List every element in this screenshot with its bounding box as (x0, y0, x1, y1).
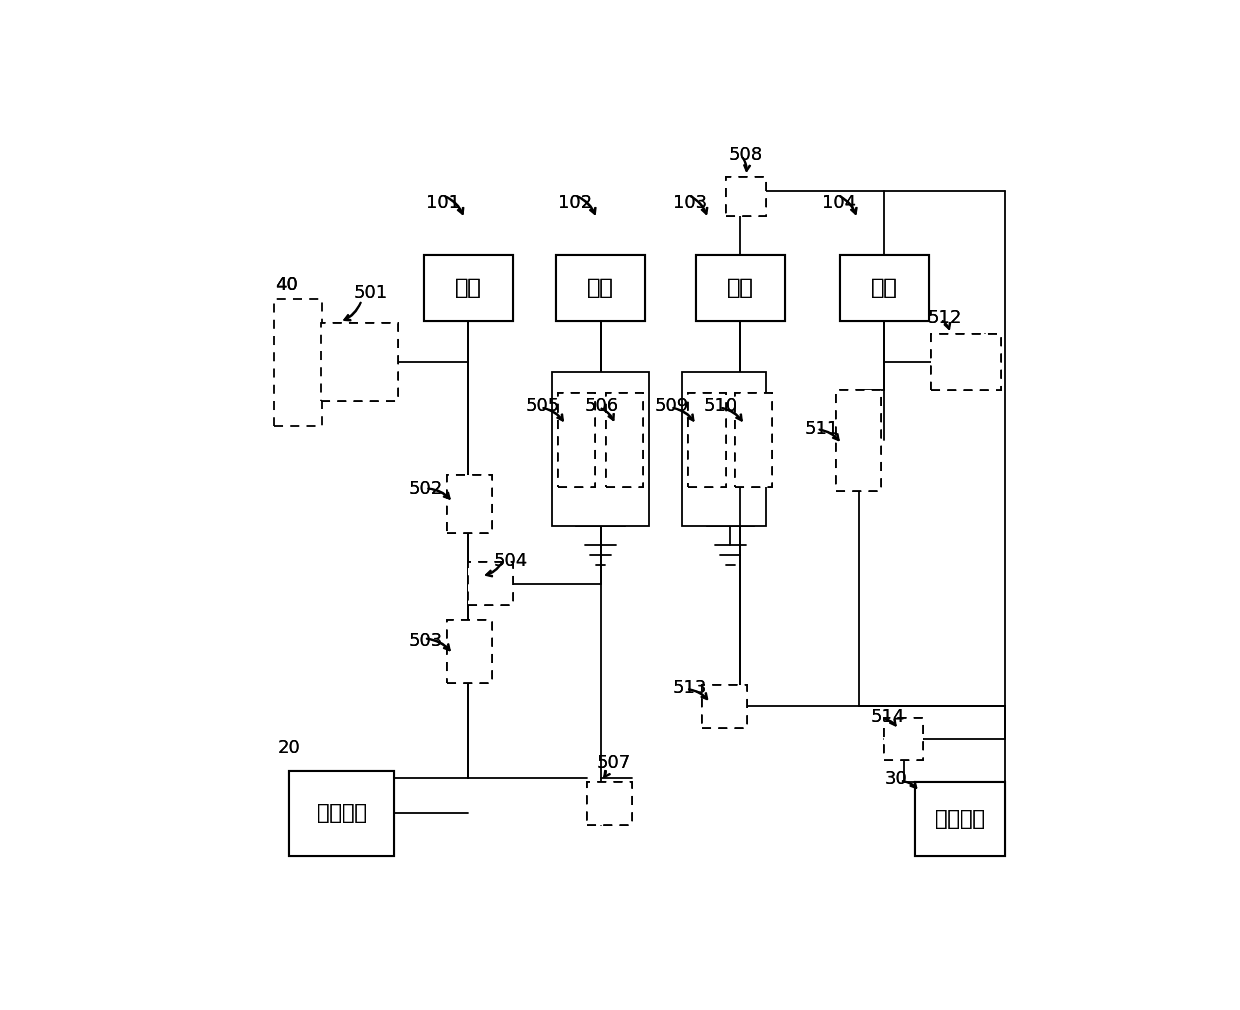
Bar (424, 256, 513, 321)
Bar (696, 256, 785, 321)
Text: 40: 40 (274, 276, 298, 294)
Text: 103: 103 (673, 194, 707, 212)
Bar (915, 782, 1004, 856)
Text: 506: 506 (585, 397, 619, 414)
Text: 502: 502 (408, 481, 443, 499)
Bar (448, 475, 492, 533)
Text: 弹脚: 弹脚 (455, 279, 481, 298)
Text: 509: 509 (655, 397, 689, 414)
Bar (552, 372, 649, 525)
Text: 505: 505 (525, 397, 559, 414)
Text: 508: 508 (729, 146, 763, 164)
Text: 504: 504 (494, 552, 528, 570)
Text: 103: 103 (673, 194, 707, 212)
Text: 506: 506 (585, 397, 619, 414)
Bar (320, 323, 398, 401)
Text: 102: 102 (558, 194, 591, 212)
Text: 弹脚: 弹脚 (587, 279, 614, 298)
Bar (588, 782, 632, 825)
Bar (915, 782, 1004, 856)
Bar (682, 372, 766, 525)
Text: 弹脚: 弹脚 (587, 279, 614, 298)
Bar (725, 177, 766, 216)
Bar (725, 177, 766, 216)
Text: 弹脚: 弹脚 (455, 279, 481, 298)
Text: 射频芯片: 射频芯片 (935, 809, 986, 829)
Text: 508: 508 (729, 146, 763, 164)
Text: 502: 502 (408, 481, 443, 499)
Bar (931, 333, 1001, 390)
Bar (558, 394, 595, 487)
Bar (696, 256, 785, 321)
Text: 512: 512 (928, 309, 961, 327)
Bar (588, 782, 632, 825)
Bar (702, 685, 746, 728)
Bar (606, 394, 644, 487)
Bar (448, 475, 492, 533)
Text: 30: 30 (884, 770, 908, 788)
Bar (735, 394, 773, 487)
Text: 509: 509 (655, 397, 689, 414)
Text: 40: 40 (274, 276, 298, 294)
Text: 510: 510 (704, 397, 738, 414)
Bar (688, 394, 725, 487)
Text: 504: 504 (494, 552, 528, 570)
Bar (884, 718, 924, 761)
Bar (606, 394, 644, 487)
Text: 505: 505 (525, 397, 559, 414)
Text: 40: 40 (274, 276, 298, 294)
Text: 503: 503 (408, 632, 443, 650)
Text: 30: 30 (884, 770, 908, 788)
Bar (448, 620, 492, 683)
Text: 503: 503 (408, 632, 443, 650)
Bar (884, 718, 924, 761)
Text: 513: 513 (673, 679, 707, 697)
Text: 514: 514 (870, 708, 905, 725)
Bar (448, 620, 492, 683)
Text: 514: 514 (870, 708, 905, 725)
Text: 102: 102 (558, 194, 591, 212)
Bar (469, 563, 513, 605)
Text: 弹脚: 弹脚 (870, 279, 898, 298)
Text: 调谐开关: 调谐开关 (317, 803, 367, 823)
Bar (735, 394, 773, 487)
Text: 501: 501 (353, 284, 388, 302)
Bar (702, 685, 746, 728)
Text: 507: 507 (596, 754, 631, 773)
Bar (836, 390, 882, 491)
Text: 512: 512 (928, 309, 961, 327)
Bar (836, 390, 882, 491)
Bar (274, 299, 322, 426)
Bar (556, 256, 645, 321)
Text: 510: 510 (704, 397, 738, 414)
Bar (558, 394, 595, 487)
Text: 射频芯片: 射频芯片 (935, 809, 986, 829)
Bar (839, 256, 929, 321)
Bar (931, 333, 1001, 390)
Bar (469, 563, 513, 605)
Text: 104: 104 (822, 194, 857, 212)
Text: 弹脚: 弹脚 (870, 279, 898, 298)
Bar (688, 394, 725, 487)
Text: 调谐开关: 调谐开关 (317, 803, 367, 823)
Text: 101: 101 (425, 194, 460, 212)
Text: 501: 501 (353, 284, 388, 302)
Text: 513: 513 (673, 679, 707, 697)
Bar (289, 771, 394, 856)
Bar (556, 256, 645, 321)
Text: 弹脚: 弹脚 (727, 279, 754, 298)
Text: 507: 507 (596, 754, 631, 773)
Text: 弹脚: 弹脚 (727, 279, 754, 298)
Bar (320, 323, 398, 401)
Bar (839, 256, 929, 321)
Text: 101: 101 (425, 194, 460, 212)
Text: 511: 511 (805, 420, 839, 438)
Text: 20: 20 (278, 738, 300, 756)
Text: 20: 20 (278, 738, 300, 756)
Text: 511: 511 (805, 420, 839, 438)
Bar (424, 256, 513, 321)
Text: 104: 104 (822, 194, 857, 212)
Bar (289, 771, 394, 856)
